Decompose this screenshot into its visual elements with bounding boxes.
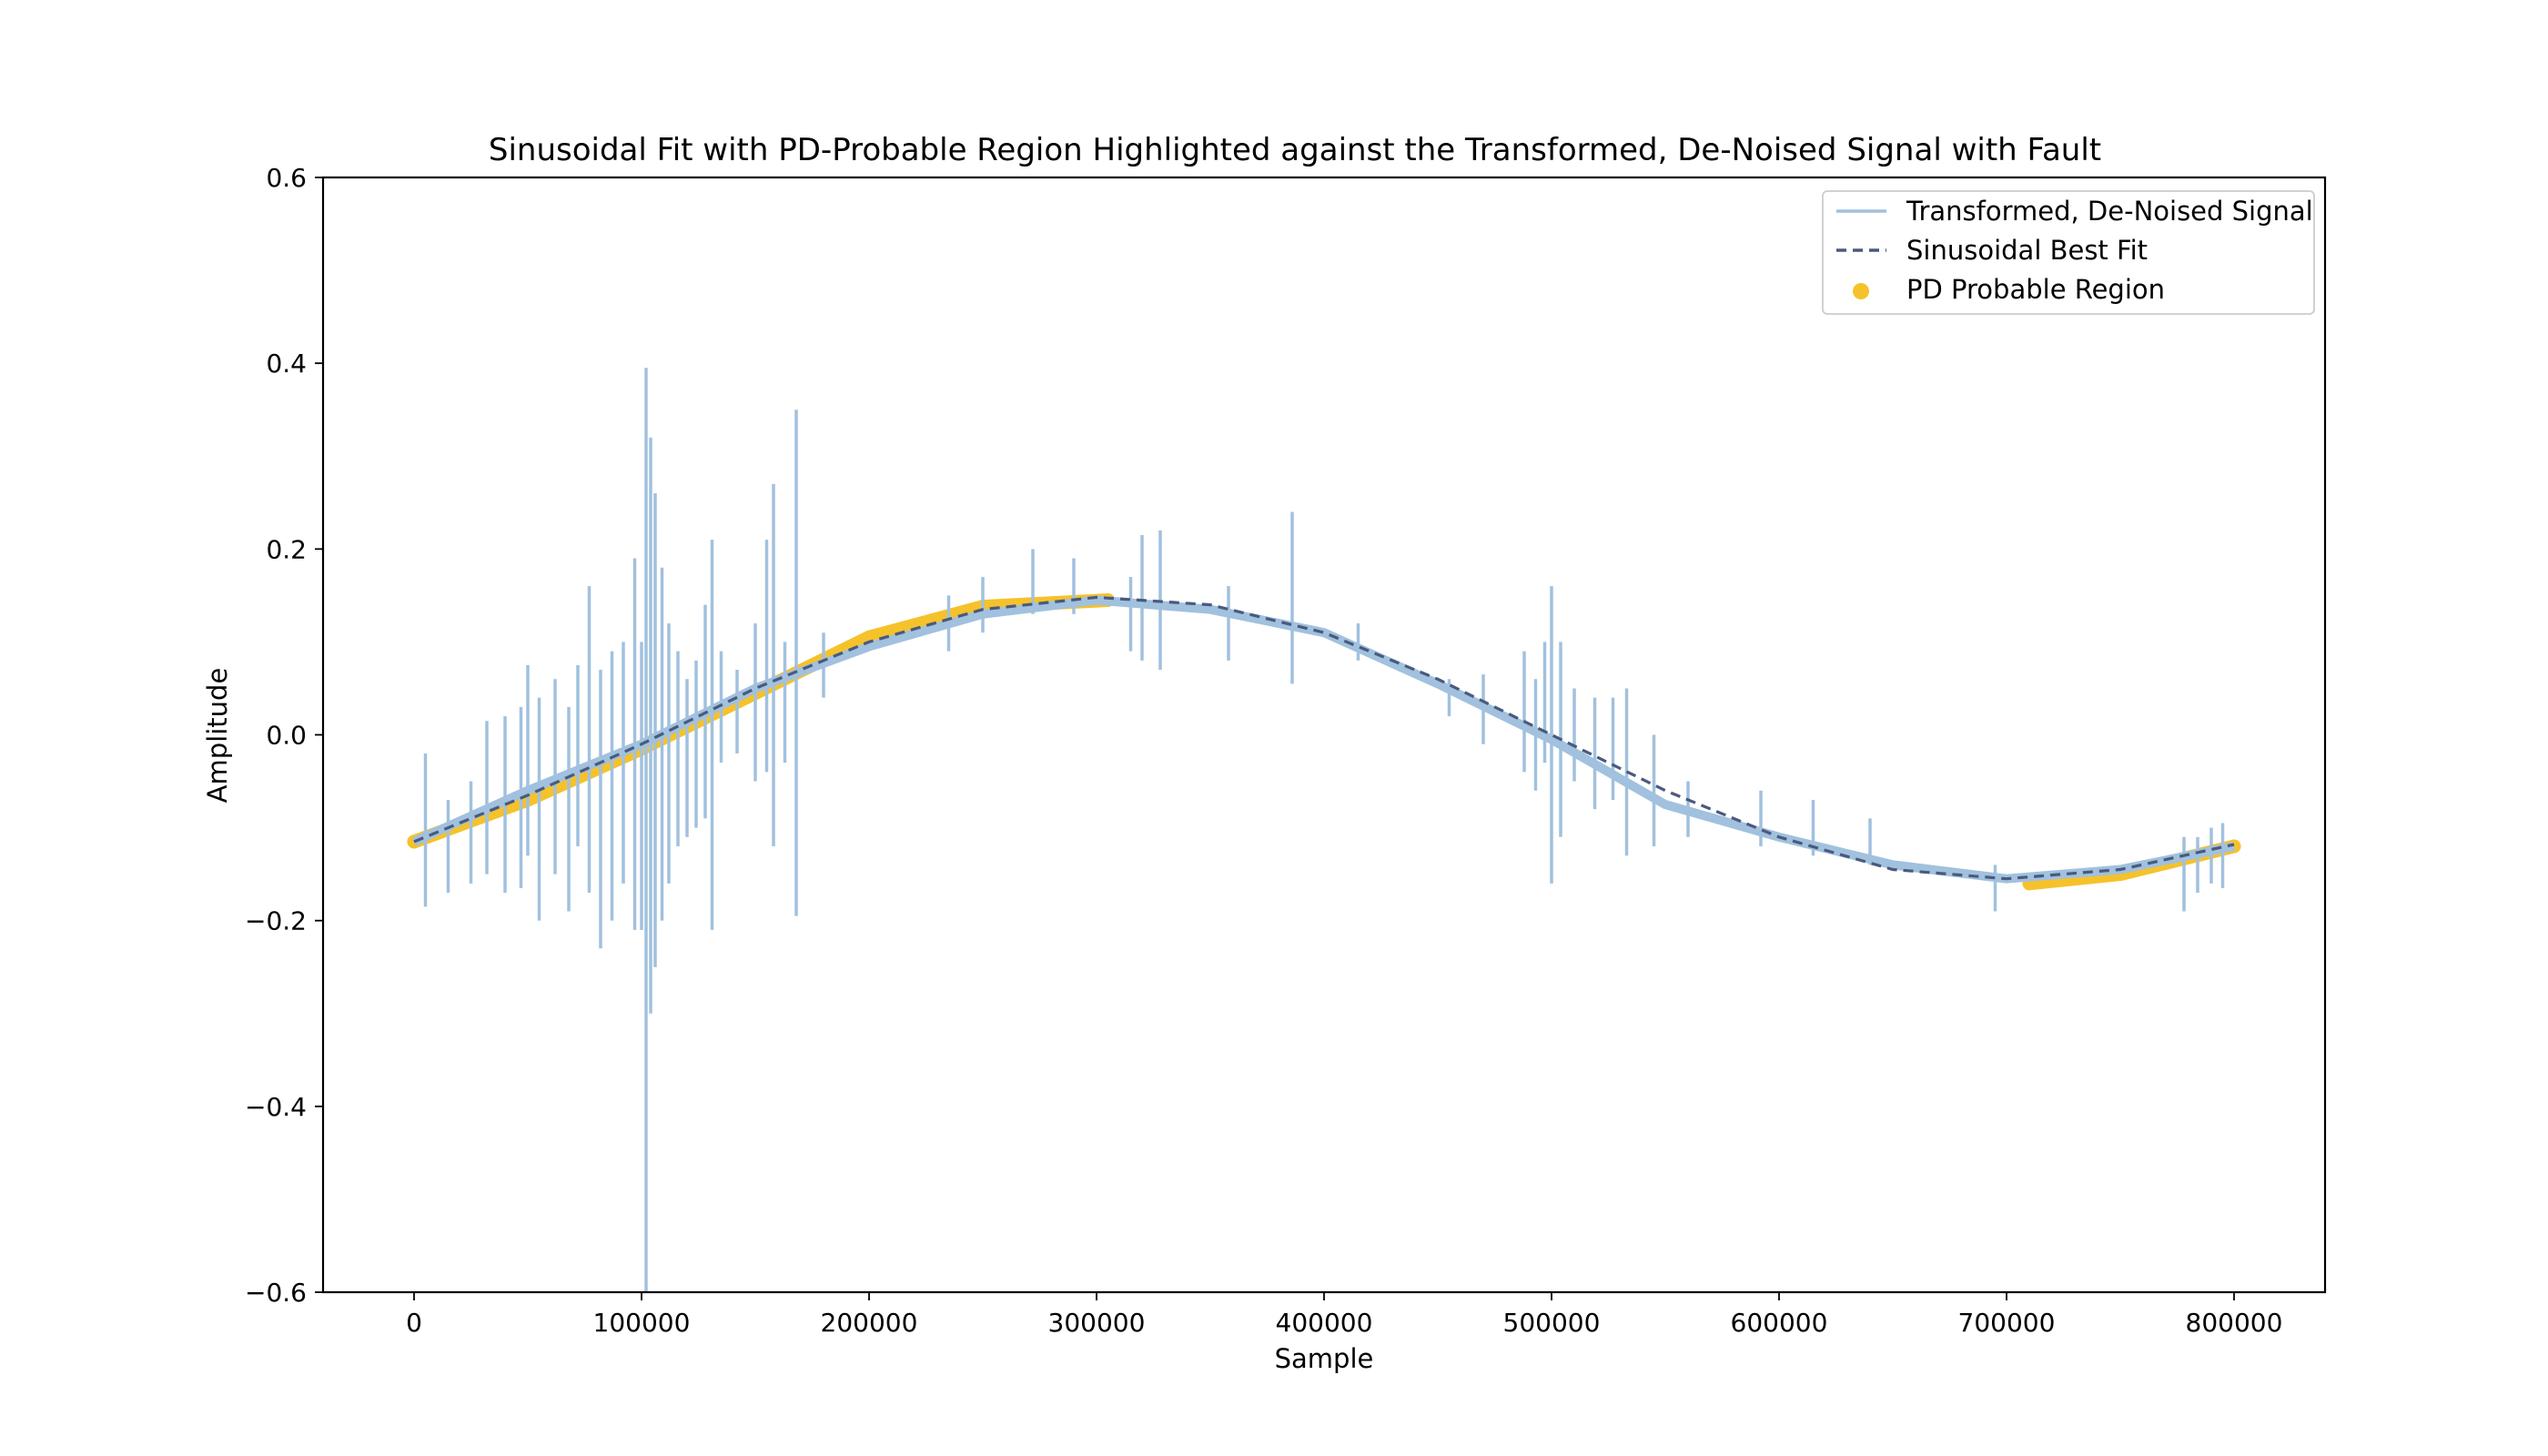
plot-series bbox=[407, 368, 2241, 1292]
axis-ticks: 0 100000 200000 300000 400000 500000 600000 700… bbox=[245, 163, 2282, 1338]
y-tick-label: −0.4 bbox=[245, 1092, 307, 1122]
legend: Transformed, De-Noised Signal Sinusoidal … bbox=[1822, 190, 2315, 315]
legend-box bbox=[1822, 190, 2315, 315]
y-tick-label: −0.6 bbox=[245, 1278, 307, 1308]
legend-label: PD Probable Region bbox=[1906, 274, 2165, 305]
x-tick-label: 400000 bbox=[1276, 1308, 1373, 1338]
x-tick-label: 700000 bbox=[1958, 1308, 2056, 1338]
signal-series bbox=[411, 368, 2235, 1292]
x-tick-label: 200000 bbox=[821, 1308, 918, 1338]
chart-title: Sinusoidal Fit with PD-Probable Region H… bbox=[489, 132, 2101, 168]
y-tick-label: 0.4 bbox=[266, 349, 307, 379]
x-axis-label: Sample bbox=[1275, 1343, 1374, 1374]
y-tick-label: 0.2 bbox=[266, 534, 307, 564]
legend-item: Transformed, De-Noised Signal bbox=[1836, 196, 2313, 227]
y-tick-label: 0.0 bbox=[266, 721, 307, 751]
legend-item: PD Probable Region bbox=[1853, 274, 2165, 305]
x-tick-label: 0 bbox=[406, 1308, 422, 1338]
legend-label: Sinusoidal Best Fit bbox=[1906, 235, 2148, 266]
x-tick-label: 600000 bbox=[1731, 1308, 1828, 1338]
legend-marker bbox=[1853, 283, 1869, 299]
legend-item: Sinusoidal Best Fit bbox=[1836, 235, 2148, 266]
pd-region-series bbox=[407, 592, 2241, 891]
y-tick-label: −0.2 bbox=[245, 906, 307, 936]
plot-area bbox=[407, 368, 2241, 1292]
y-axis-label: Amplitude bbox=[202, 668, 233, 804]
x-tick-label: 100000 bbox=[593, 1308, 691, 1338]
y-tick-label: 0.6 bbox=[266, 163, 307, 193]
legend-label: Transformed, De-Noised Signal bbox=[1906, 196, 2313, 227]
x-tick-label: 800000 bbox=[2186, 1308, 2283, 1338]
fit-line bbox=[413, 595, 2235, 881]
x-tick-label: 300000 bbox=[1048, 1308, 1146, 1338]
x-tick-label: 500000 bbox=[1503, 1308, 1601, 1338]
pd-region-band-0 bbox=[407, 593, 1115, 849]
